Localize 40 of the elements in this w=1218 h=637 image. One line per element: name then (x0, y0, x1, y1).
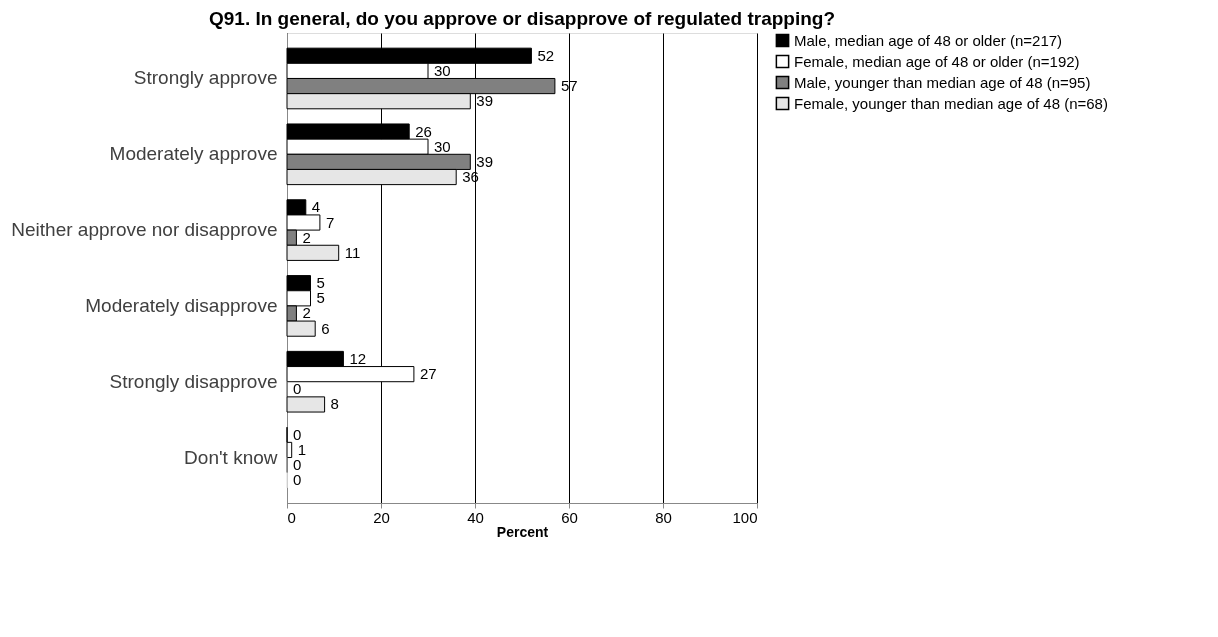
data-label: 39 (476, 92, 493, 110)
x-tick-label: 80 (655, 508, 672, 526)
legend-label: Male, younger than median age of 48 (n=95) (794, 73, 1091, 91)
data-label: 0 (293, 456, 302, 474)
legend-label: Female, median age of 48 or older (n=192) (794, 52, 1080, 70)
data-label: 52 (537, 46, 555, 64)
data-label: 11 (344, 243, 361, 261)
data-label: 6 (321, 319, 330, 337)
data-label: 5 (316, 274, 325, 292)
data-label: 7 (325, 213, 335, 231)
data-label: 39 (476, 152, 493, 170)
data-label: 12 (349, 349, 367, 367)
data-label: 2 (302, 228, 311, 246)
y-tick-label: Don't know (184, 446, 278, 468)
y-tick-label: Strongly disapprove (109, 370, 278, 392)
legend-label: Female, younger than median age of 48 (n=68) (794, 94, 1108, 112)
x-tick-label: 100 (732, 508, 758, 526)
chart-title: Q91. In general, do you approve or disapprove of regulated trapping? (208, 8, 836, 29)
data-label: 30 (434, 61, 451, 79)
data-label: 0 (293, 471, 302, 489)
x-tick-label: 40 (467, 508, 484, 526)
y-tick-label: Strongly approve (133, 67, 278, 89)
data-label: 5 (316, 289, 325, 307)
data-label: 4 (311, 198, 321, 216)
legend-label: Male, median age of 48 or older (n=217) (794, 31, 1063, 49)
y-tick-label: Neither approve nor disapprove (11, 219, 278, 241)
x-tick-label: 60 (561, 508, 578, 526)
y-tick-label: Moderately approve (109, 143, 278, 165)
data-label: 30 (434, 137, 451, 155)
data-label: 0 (293, 425, 302, 443)
data-label: 26 (415, 122, 432, 140)
data-label: 1 (297, 440, 307, 458)
x-tick-label: 0 (287, 508, 296, 526)
x-axis-title: Percent (496, 523, 549, 540)
data-label: 8 (330, 395, 339, 413)
data-label: 27 (419, 365, 437, 383)
data-label: 0 (293, 380, 302, 398)
x-tick-label: 20 (373, 508, 390, 526)
y-tick-label: Moderately disapprove (85, 294, 278, 316)
data-label: 2 (302, 304, 311, 322)
